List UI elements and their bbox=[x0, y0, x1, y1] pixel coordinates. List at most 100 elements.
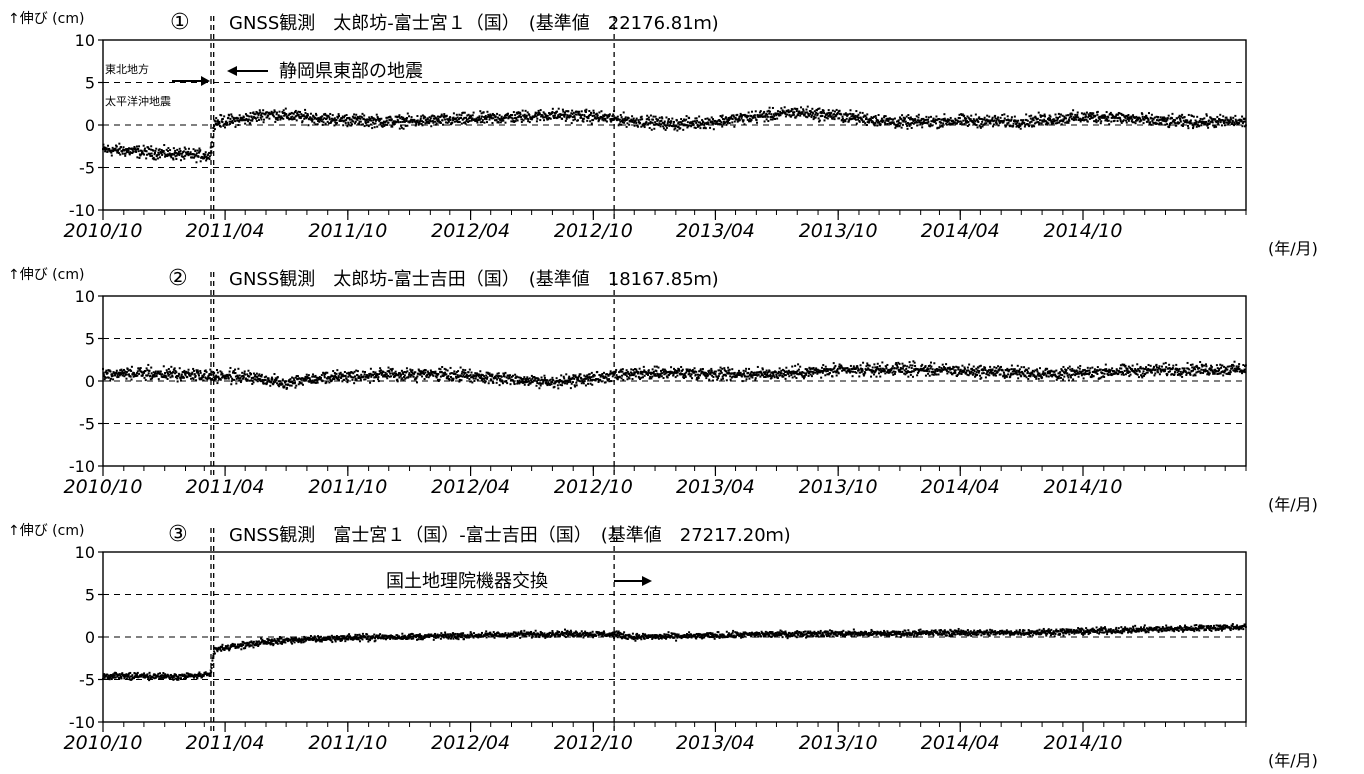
data-point bbox=[1072, 116, 1075, 119]
data-point bbox=[361, 116, 364, 119]
data-point bbox=[292, 112, 295, 115]
data-point bbox=[872, 373, 875, 376]
data-point bbox=[608, 114, 611, 117]
data-point bbox=[845, 371, 848, 374]
data-point bbox=[444, 121, 447, 124]
data-point bbox=[945, 368, 948, 371]
data-point bbox=[818, 107, 821, 110]
data-point bbox=[191, 371, 194, 374]
data-point bbox=[426, 118, 429, 121]
data-point bbox=[1233, 124, 1236, 127]
data-point bbox=[852, 365, 855, 368]
data-point bbox=[479, 121, 482, 124]
data-point bbox=[1205, 120, 1208, 123]
data-point bbox=[759, 370, 762, 373]
data-point bbox=[299, 111, 302, 114]
data-point bbox=[354, 120, 357, 123]
data-point bbox=[316, 123, 319, 126]
data-point bbox=[806, 105, 809, 108]
data-point bbox=[595, 117, 598, 120]
data-point bbox=[607, 374, 610, 377]
data-point bbox=[196, 369, 199, 372]
data-point bbox=[452, 112, 455, 115]
data-point bbox=[481, 120, 484, 123]
data-point bbox=[323, 374, 326, 377]
data-point bbox=[823, 369, 826, 372]
data-point bbox=[500, 375, 503, 378]
data-point bbox=[1243, 120, 1246, 123]
data-point bbox=[225, 377, 228, 380]
data-point bbox=[813, 110, 816, 113]
data-point bbox=[454, 372, 457, 375]
data-point bbox=[1181, 125, 1184, 128]
data-point bbox=[198, 378, 201, 381]
data-point bbox=[871, 366, 874, 369]
data-point bbox=[115, 371, 118, 374]
data-point bbox=[545, 117, 548, 120]
data-point bbox=[691, 377, 694, 380]
data-point bbox=[823, 119, 826, 122]
data-point bbox=[792, 113, 795, 116]
data-point bbox=[788, 114, 791, 117]
data-point bbox=[672, 367, 675, 370]
data-point bbox=[830, 115, 833, 118]
data-point bbox=[938, 366, 941, 369]
data-point bbox=[350, 376, 353, 379]
data-point bbox=[1025, 113, 1028, 116]
data-point bbox=[270, 110, 273, 113]
data-point bbox=[249, 372, 252, 375]
data-point bbox=[189, 152, 192, 155]
data-point bbox=[636, 124, 639, 127]
data-point bbox=[138, 156, 141, 159]
data-point bbox=[726, 372, 729, 375]
data-point bbox=[965, 121, 968, 124]
data-point bbox=[816, 372, 819, 375]
data-point bbox=[719, 370, 722, 373]
data-point bbox=[919, 121, 922, 124]
data-point bbox=[582, 380, 585, 383]
data-point bbox=[754, 378, 757, 381]
data-point bbox=[371, 374, 374, 377]
data-point bbox=[748, 367, 751, 370]
data-point bbox=[874, 366, 877, 369]
data-point bbox=[435, 376, 438, 379]
data-point bbox=[657, 374, 660, 377]
data-point bbox=[852, 113, 855, 116]
data-point bbox=[883, 121, 886, 124]
data-point bbox=[330, 379, 333, 382]
data-point bbox=[722, 373, 725, 376]
data-point bbox=[826, 368, 829, 371]
data-point bbox=[590, 112, 593, 115]
data-point bbox=[1213, 126, 1216, 129]
data-point bbox=[852, 117, 855, 120]
data-point bbox=[234, 372, 237, 375]
data-point bbox=[974, 120, 977, 123]
data-point bbox=[1024, 123, 1027, 126]
y-unit-label: ↑伸び (cm) bbox=[8, 267, 84, 283]
data-point bbox=[285, 387, 288, 390]
data-point bbox=[755, 119, 758, 122]
data-point bbox=[420, 372, 423, 375]
data-point bbox=[382, 370, 385, 373]
data-point bbox=[467, 113, 470, 116]
data-point bbox=[775, 373, 778, 376]
data-point bbox=[483, 375, 486, 378]
data-point bbox=[777, 112, 780, 115]
data-point bbox=[626, 375, 629, 378]
data-point bbox=[496, 378, 499, 381]
data-point bbox=[486, 110, 489, 113]
data-point bbox=[810, 114, 813, 117]
data-point bbox=[303, 379, 306, 382]
data-point bbox=[120, 146, 123, 149]
data-point bbox=[227, 116, 230, 119]
data-point bbox=[519, 111, 522, 114]
data-point bbox=[1060, 123, 1063, 126]
data-point bbox=[956, 373, 959, 376]
data-point bbox=[268, 379, 271, 382]
data-point bbox=[907, 116, 910, 119]
data-point bbox=[631, 120, 634, 123]
data-point bbox=[297, 383, 300, 386]
data-point bbox=[693, 126, 696, 129]
data-point bbox=[1019, 124, 1022, 127]
data-point bbox=[1170, 121, 1173, 124]
